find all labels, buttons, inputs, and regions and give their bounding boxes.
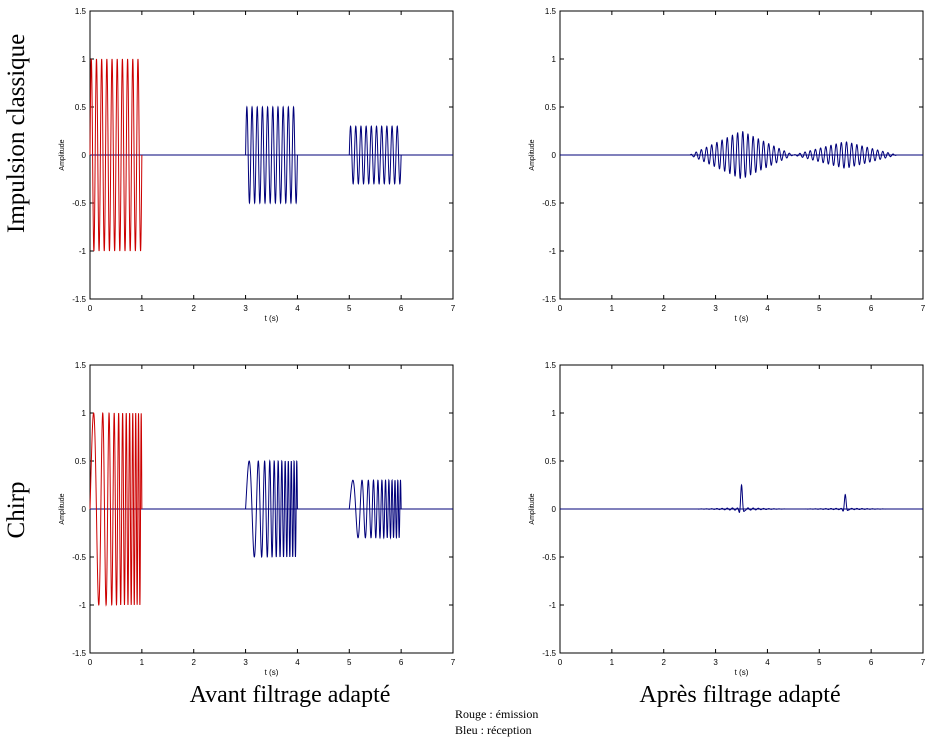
series-emission-0 (89, 412, 143, 607)
y-tick-label: 1.5 (75, 7, 87, 16)
x-tick-label: 6 (399, 304, 404, 313)
legend-reception: Bleu : réception (455, 723, 532, 737)
x-axis-label: t (s) (735, 668, 749, 677)
y-tick-label: -0.5 (542, 553, 556, 562)
y-tick-label: -1.5 (542, 295, 556, 304)
y-tick-label: -1 (79, 247, 87, 256)
x-tick-label: 1 (140, 658, 145, 667)
chart-bottom-left: 0 1 2 3 4 5 6 7 -1.5 -1 -0.5 0 0.5 1 1.5 t (s) Amplitude (59, 361, 456, 677)
x-tick-label: 1 (610, 304, 615, 313)
y-tick-label: 1.5 (75, 361, 87, 370)
x-tick-label: 6 (399, 658, 404, 667)
x-tick-label: 1 (610, 658, 615, 667)
x-tick-label: 0 (88, 304, 93, 313)
series-reception-0 (689, 483, 794, 513)
y-tick-label: -0.5 (72, 553, 86, 562)
x-tick-label: 2 (661, 304, 666, 313)
x-tick-label: 0 (88, 658, 93, 667)
x-tick-label: 2 (191, 304, 196, 313)
x-tick-label: 7 (921, 658, 925, 667)
x-tick-label: 7 (451, 658, 456, 667)
x-tick-label: 5 (347, 304, 352, 313)
y-tick-label: -1 (79, 601, 87, 610)
x-tick-label: 3 (713, 658, 718, 667)
x-tick-label: 6 (869, 304, 874, 313)
y-tick-label: -1 (549, 601, 557, 610)
x-tick-label: 6 (869, 658, 874, 667)
y-tick-label: 0 (82, 505, 87, 514)
y-axis-label: Amplitude (529, 493, 536, 524)
y-tick-label: 0.5 (75, 103, 87, 112)
y-tick-label: 0.5 (545, 457, 557, 466)
y-tick-label: -1 (549, 247, 557, 256)
x-tick-label: 5 (347, 658, 352, 667)
y-axis-label: Amplitude (59, 139, 66, 170)
column-label-after: Après filtrage adapté (639, 682, 841, 708)
chart-top-left: 0 1 2 3 4 5 6 7 -1.5 -1 -0.5 0 0.5 1 1.5 t (s) Amplitude (59, 7, 456, 323)
x-tick-label: 7 (451, 304, 456, 313)
x-axis-label: t (s) (735, 314, 749, 323)
y-tick-label: 0 (552, 151, 557, 160)
x-tick-label: 1 (140, 304, 145, 313)
series-reception-1 (793, 141, 898, 169)
y-tick-label: -0.5 (72, 199, 86, 208)
y-tick-label: -1.5 (542, 649, 556, 658)
x-axis-label: t (s) (265, 668, 279, 677)
series-emission-0 (89, 58, 143, 252)
y-axis-label: Amplitude (529, 139, 536, 170)
y-tick-label: 1 (552, 409, 557, 418)
series-reception-1 (245, 459, 298, 559)
row-label-impulsion: Impulsion classique (3, 33, 30, 233)
x-tick-label: 0 (558, 304, 563, 313)
series-reception-1 (245, 105, 298, 205)
y-tick-label: 0.5 (545, 103, 557, 112)
y-tick-label: 1.5 (545, 7, 557, 16)
x-tick-label: 3 (243, 304, 248, 313)
chart-bottom-right: 0 1 2 3 4 5 6 7 -1.5 -1 -0.5 0 0.5 1 1.5 t (s) Amplitude (529, 361, 925, 677)
y-tick-label: 0 (82, 151, 87, 160)
x-tick-label: 4 (295, 304, 300, 313)
series-reception-1 (793, 493, 898, 512)
series-reception-0 (689, 130, 794, 180)
y-tick-label: 1 (552, 55, 557, 64)
series-reception-2 (348, 478, 402, 540)
row-label-chirp: Chirp (3, 481, 30, 539)
x-tick-label: 3 (713, 304, 718, 313)
y-tick-label: -0.5 (542, 199, 556, 208)
column-label-before: Avant filtrage adapté (189, 682, 391, 708)
y-tick-label: 1.5 (545, 361, 557, 370)
series-reception-2 (348, 125, 402, 185)
x-tick-label: 4 (765, 658, 770, 667)
y-axis-label: Amplitude (59, 493, 66, 524)
x-tick-label: 5 (817, 658, 822, 667)
x-tick-label: 2 (191, 658, 196, 667)
legend-emission: Rouge : émission (455, 707, 539, 721)
x-axis-label: t (s) (265, 314, 279, 323)
x-tick-label: 7 (921, 304, 925, 313)
x-tick-label: 3 (243, 658, 248, 667)
x-tick-label: 5 (817, 304, 822, 313)
x-tick-label: 2 (661, 658, 666, 667)
y-tick-label: 1 (82, 55, 87, 64)
y-tick-label: 0 (552, 505, 557, 514)
y-tick-label: 0.5 (75, 457, 87, 466)
y-tick-label: -1.5 (72, 649, 86, 658)
x-tick-label: 0 (558, 658, 563, 667)
y-tick-label: 1 (82, 409, 87, 418)
y-tick-label: -1.5 (72, 295, 86, 304)
x-tick-label: 4 (765, 304, 770, 313)
chart-top-right: 0 1 2 3 4 5 6 7 -1.5 -1 -0.5 0 0.5 1 1.5 t (s) Amplitude (529, 7, 925, 323)
x-tick-label: 4 (295, 658, 300, 667)
